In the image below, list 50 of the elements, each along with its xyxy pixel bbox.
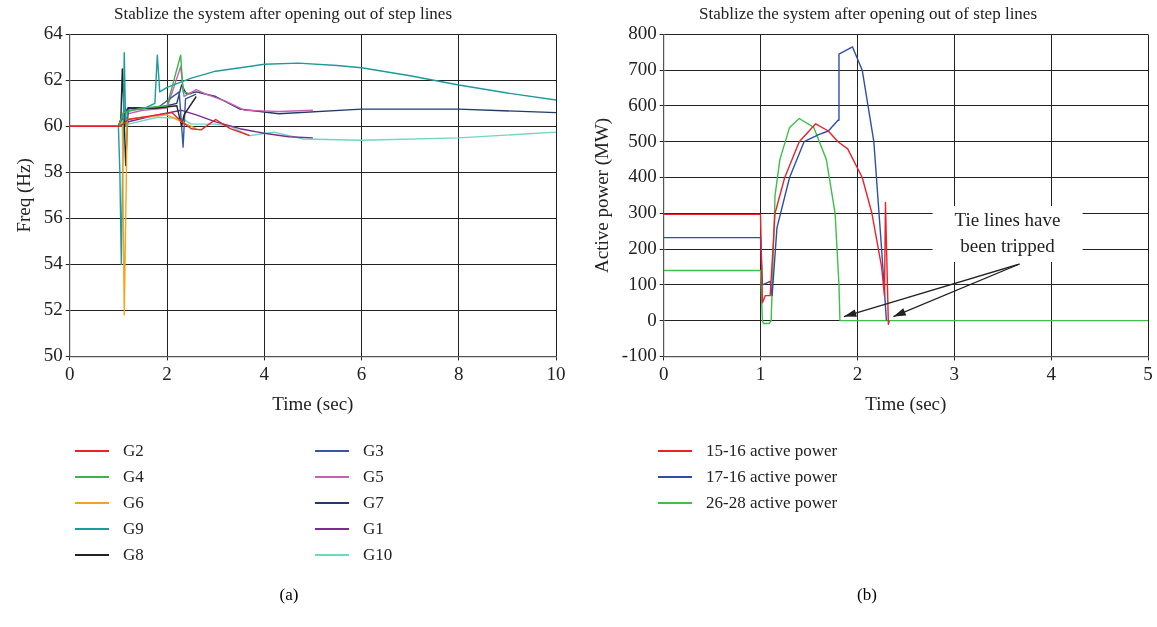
legend-label: G9 [123,519,144,539]
y-tick-label: 500 [628,129,657,151]
legend-label: G5 [363,467,384,487]
legend-label: G10 [363,545,393,565]
chart-title: Stablize the system after opening out of step lines [698,3,1038,23]
legend-label: G3 [363,441,384,461]
x-tick-label: 5 [1143,362,1153,384]
y-tick-label: 600 [628,93,657,115]
y-tick-label: 56 [43,206,63,228]
x-tick-label: 4 [1046,362,1057,384]
x-tick-label: 3 [949,362,959,384]
legend-label: 17-16 active power [706,467,838,487]
x-tick-label: 4 [259,362,270,384]
text: (a) [278,585,300,605]
x-tick-label: 6 [356,362,367,384]
x-tick-label: 1 [755,362,766,384]
y-tick-label: 300 [628,201,657,223]
x-tick-label: 8 [454,362,464,384]
text: (b) [856,585,878,605]
y-axis-title: Active power (MW) [591,117,614,273]
legend-label: G2 [123,441,144,461]
y-tick-label: 60 [43,114,63,136]
x-tick-label: 2 [162,362,172,384]
y-tick-label: 58 [43,160,63,182]
legend-label: G8 [123,545,144,565]
legend-label: 26-28 active power [706,493,838,513]
x-tick-label: 2 [852,362,863,384]
y-tick-label: 54 [43,252,64,274]
legend-label: G6 [123,493,144,513]
y-tick-label: 800 [628,22,657,44]
y-tick-label: 700 [628,58,657,80]
y-axis-title: Freq (Hz) [13,158,36,233]
legend-label: G1 [363,519,384,539]
x-axis-title: Time (sec) [272,392,354,415]
x-axis-title: Time (sec) [865,392,947,415]
y-tick-label: 0 [647,308,657,330]
legend-label: 15-16 active power [706,441,838,461]
y-tick-label: -100 [621,344,657,366]
legend-label: G7 [363,493,384,513]
y-tick-label: 62 [43,68,63,90]
y-tick-label: 100 [628,272,657,294]
legend-label: G4 [123,467,144,487]
x-tick-label: 10 [546,362,566,384]
y-tick-label: 50 [43,344,63,366]
annotation: Tie lines have been tripped [954,209,1061,257]
y-tick-label: 64 [43,22,64,44]
y-tick-label: 52 [43,298,63,320]
chart-title: Stablize the system after opening out of step lines [113,3,453,23]
y-tick-label: 400 [628,165,657,187]
y-tick-label: 200 [628,237,657,259]
